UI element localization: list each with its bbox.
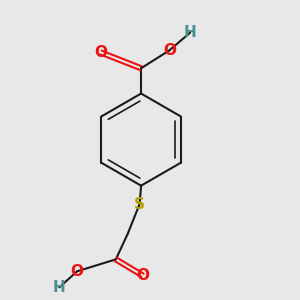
- Text: H: H: [53, 280, 66, 295]
- Text: O: O: [94, 45, 107, 60]
- Text: O: O: [71, 264, 84, 279]
- Text: O: O: [163, 43, 176, 58]
- Text: S: S: [134, 196, 145, 211]
- Text: O: O: [136, 268, 149, 283]
- Text: H: H: [184, 25, 196, 40]
